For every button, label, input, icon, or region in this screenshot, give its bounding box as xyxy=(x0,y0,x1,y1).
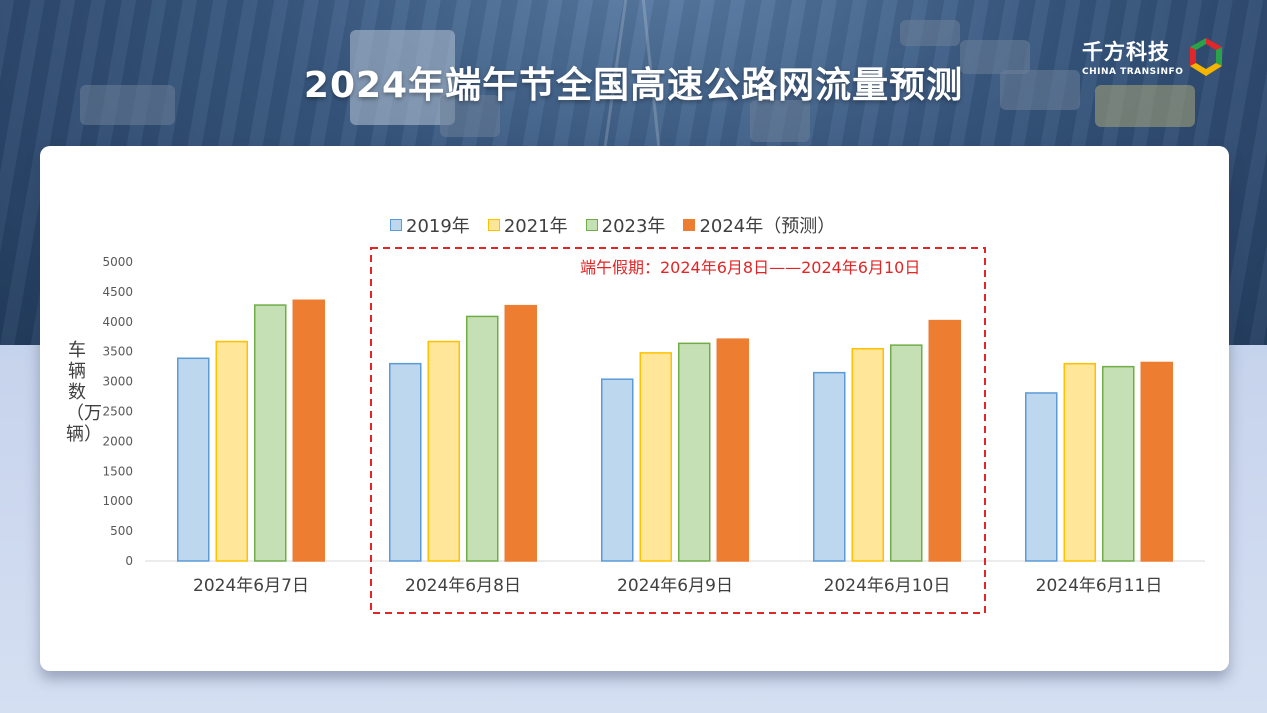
x-tick-label: 2024年6月10日 xyxy=(824,576,951,596)
legend-swatch-2023 xyxy=(585,219,598,231)
page-title: 2024年端午节全国高速公路网流量预测 xyxy=(303,65,964,106)
holiday-annotation: 端午假期：2024年6月8日——2024年6月10日 xyxy=(580,258,921,277)
bar-2021 xyxy=(851,347,884,562)
y-tick-label: 2500 xyxy=(102,405,133,419)
legend-swatch-2019 xyxy=(390,219,402,231)
y-tick-label: 500 xyxy=(110,524,133,538)
car-shape xyxy=(440,95,500,137)
legend-swatch-2021 xyxy=(487,219,500,231)
bar-2024 xyxy=(928,319,961,562)
y-tick-label: 1500 xyxy=(102,464,133,478)
legend-item-2019: 2019年 xyxy=(390,212,470,238)
company-logo: 千方科技 CHINA TRANSINFO xyxy=(1082,36,1222,77)
y-tick-label: 2000 xyxy=(102,434,133,448)
legend-swatch-2024 xyxy=(683,219,696,231)
legend-label-2019: 2019年 xyxy=(406,216,470,237)
bar-2023 xyxy=(466,315,499,562)
bar-2019 xyxy=(177,357,210,562)
bar-2024 xyxy=(292,299,325,562)
bar-2021 xyxy=(427,340,460,562)
legend-label-2023: 2023年 xyxy=(601,216,666,237)
car-shape xyxy=(1000,70,1080,110)
holiday-highlight-box xyxy=(370,247,986,614)
bar-2019 xyxy=(813,371,846,562)
car-shape xyxy=(750,100,810,142)
bar-2023 xyxy=(254,304,287,562)
bar-2019 xyxy=(601,378,634,562)
bar-2019 xyxy=(1025,392,1058,562)
y-tick-label: 3500 xyxy=(102,345,133,359)
bar-2021 xyxy=(215,340,248,562)
bar-2024 xyxy=(1140,361,1173,562)
y-tick-label: 4500 xyxy=(102,285,133,299)
legend-item-2023: 2023年 xyxy=(585,212,666,238)
legend-label-2021: 2021年 xyxy=(503,216,568,237)
bar-2021 xyxy=(639,352,672,562)
bar-2021 xyxy=(1063,362,1096,562)
bar-2019 xyxy=(389,362,422,562)
chart-legend: 2019年 2021年 2023年 2024年（预测） xyxy=(390,212,835,238)
bar-2023 xyxy=(678,342,711,562)
y-tick-label: 5000 xyxy=(102,255,133,269)
bar-2024 xyxy=(716,338,749,562)
x-tick-label: 2024年6月7日 xyxy=(193,576,309,596)
y-tick-label: 3000 xyxy=(102,375,133,389)
logo-text-cn: 千方科技 xyxy=(1082,40,1170,64)
bar-2024 xyxy=(504,304,537,562)
legend-item-2024: 2024年（预测） xyxy=(683,212,835,238)
x-tick-label: 2024年6月9日 xyxy=(617,576,733,596)
x-tick-label: 2024年6月11日 xyxy=(1036,576,1163,596)
y-tick-label: 1000 xyxy=(102,494,133,508)
bar-2023 xyxy=(1102,365,1135,562)
legend-item-2021: 2021年 xyxy=(487,212,568,238)
logo-text-en: CHINA TRANSINFO xyxy=(1082,67,1184,77)
legend-label-2024: 2024年（预测） xyxy=(699,216,836,237)
y-tick-label: 4000 xyxy=(102,315,133,329)
bar-2023 xyxy=(890,344,923,562)
bus-shape xyxy=(350,30,455,125)
y-tick-label: 0 xyxy=(125,554,133,568)
car-shape xyxy=(1095,85,1195,127)
car-shape xyxy=(80,85,175,125)
car-shape xyxy=(900,20,960,46)
x-tick-label: 2024年6月8日 xyxy=(405,576,521,596)
car-shape xyxy=(960,40,1030,74)
logo-cube-icon xyxy=(1190,38,1222,76)
